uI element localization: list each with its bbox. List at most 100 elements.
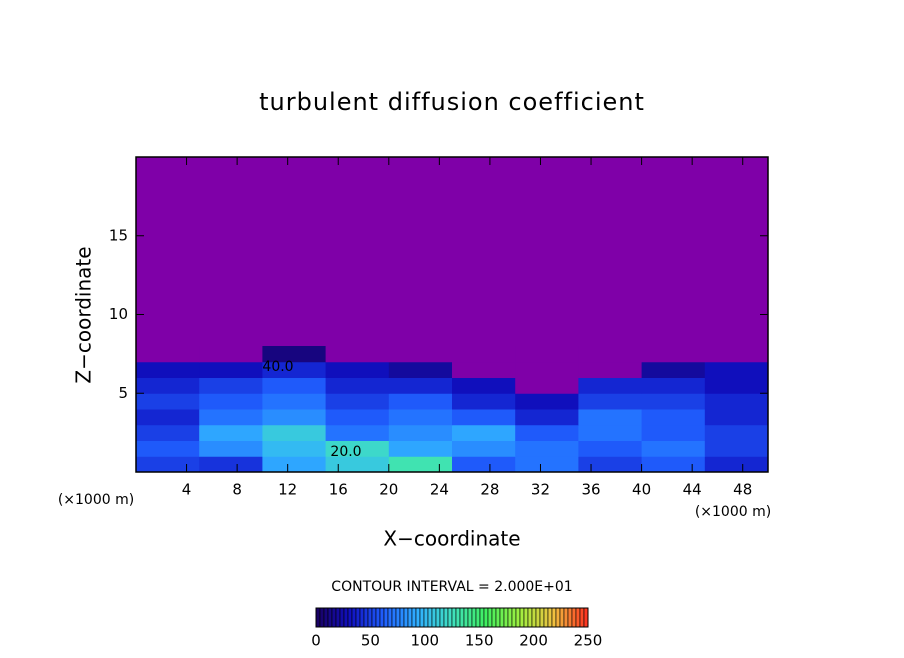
colorbar-frame <box>315 607 589 628</box>
heatmap-cell <box>199 456 263 473</box>
heatmap-cell <box>452 440 516 457</box>
colorbar-swatch <box>463 607 469 628</box>
heatmap-cell <box>578 440 643 457</box>
heatmap-cell <box>515 393 579 410</box>
heatmap-cell <box>388 440 453 457</box>
heatmap-cell <box>578 409 643 426</box>
colorbar-swatch <box>519 607 525 628</box>
x-tick-label: 44 <box>683 481 702 499</box>
colorbar-swatch <box>579 607 585 628</box>
heatmap-cell <box>262 346 327 363</box>
heatmap-cell <box>262 393 327 410</box>
colorbar-swatch <box>559 607 565 628</box>
heatmap-cell <box>325 346 390 363</box>
colorbar-swatch <box>439 607 445 628</box>
colorbar-tick-label: 150 <box>465 632 494 650</box>
heatmap-cell <box>325 409 390 426</box>
y-tick-label: 15 <box>109 226 128 244</box>
heatmap-cell <box>262 377 327 394</box>
colorbar-tick-label: 250 <box>574 632 603 650</box>
x-tick-label: 24 <box>430 481 449 499</box>
colorbar-swatch <box>515 607 521 628</box>
colorbar-swatch <box>547 607 553 628</box>
x-tick-label: 8 <box>232 481 242 499</box>
colorbar-swatch <box>575 607 581 628</box>
colorbar-swatch <box>339 607 345 628</box>
heatmap-cell <box>136 346 200 363</box>
x-unit-label: (×1000 m) <box>58 492 134 508</box>
colorbar-swatch <box>379 607 385 628</box>
heatmap-cell <box>704 440 769 457</box>
heatmap-cell <box>452 393 516 410</box>
heatmap-cell <box>262 440 327 457</box>
colorbar-swatch <box>539 607 545 628</box>
heatmap-cell <box>578 361 643 378</box>
heatmap-cell <box>388 393 453 410</box>
colorbar-swatch <box>399 607 405 628</box>
x-tick-label: 28 <box>480 481 499 499</box>
colorbar-swatch <box>435 607 441 628</box>
heatmap-cell <box>515 456 579 473</box>
colorbar-swatch <box>487 607 493 628</box>
colorbar-swatch <box>427 607 433 628</box>
heatmap-cell <box>325 440 390 457</box>
colorbar-swatch <box>391 607 397 628</box>
heatmap-cell <box>388 346 453 363</box>
colorbar-swatch <box>319 607 325 628</box>
heatmap-cell <box>388 456 453 473</box>
heatmap-cell <box>136 456 200 473</box>
x-tick-label: 40 <box>632 481 651 499</box>
colorbar-swatch <box>495 607 501 628</box>
colorbar-swatch <box>455 607 461 628</box>
heatmap-cell <box>199 409 263 426</box>
contour-label: 40.0 <box>262 359 293 375</box>
heatmap-cell <box>325 377 390 394</box>
colorbar-swatch <box>431 607 437 628</box>
heatmap-cell <box>388 377 453 394</box>
heatmap-cell <box>641 440 706 457</box>
colorbar-swatch <box>407 607 413 628</box>
x-tick-label: 4 <box>182 481 192 499</box>
heatmap-cell <box>325 361 390 378</box>
colorbar-swatch <box>551 607 557 628</box>
colorbar-swatch <box>459 607 465 628</box>
colorbar-swatch <box>367 607 373 628</box>
heatmap-cell <box>199 361 263 378</box>
heatmap-cell <box>641 393 706 410</box>
heatmap-cell <box>704 361 769 378</box>
colorbar-swatch <box>471 607 477 628</box>
colorbar-tick-label: 100 <box>410 632 439 650</box>
chart-title: turbulent diffusion coefficient <box>259 88 645 116</box>
heatmap-cell <box>325 424 390 441</box>
colorbar-swatch <box>475 607 481 628</box>
heatmap-cell <box>136 440 200 457</box>
colorbar-swatch <box>583 607 589 628</box>
colorbar-swatch <box>359 607 365 628</box>
heatmap-cell <box>641 346 706 363</box>
colorbar-swatch <box>419 607 425 628</box>
heatmap-cell <box>388 409 453 426</box>
colorbar-swatch <box>511 607 517 628</box>
heatmap-cell <box>578 393 643 410</box>
heatmap-cell <box>136 377 200 394</box>
x-tick-label: 48 <box>733 481 752 499</box>
heatmap-cell <box>388 424 453 441</box>
heatmap-cell <box>641 377 706 394</box>
colorbar-swatch <box>467 607 473 628</box>
heatmap-cell <box>515 440 579 457</box>
colorbar-swatch <box>363 607 369 628</box>
heatmap-cell <box>325 393 390 410</box>
x-tick-label: 12 <box>278 481 297 499</box>
heatmap-cell <box>641 409 706 426</box>
colorbar-swatch <box>351 607 357 628</box>
colorbar-tick-label: 200 <box>519 632 548 650</box>
colorbar-swatch <box>447 607 453 628</box>
heatmap-cell <box>136 424 200 441</box>
colorbar-swatch <box>531 607 537 628</box>
x-unit-label: (×1000 m) <box>695 504 771 520</box>
y-tick-label: 10 <box>109 305 128 323</box>
colorbar-swatch <box>423 607 429 628</box>
x-tick-label: 32 <box>531 481 550 499</box>
